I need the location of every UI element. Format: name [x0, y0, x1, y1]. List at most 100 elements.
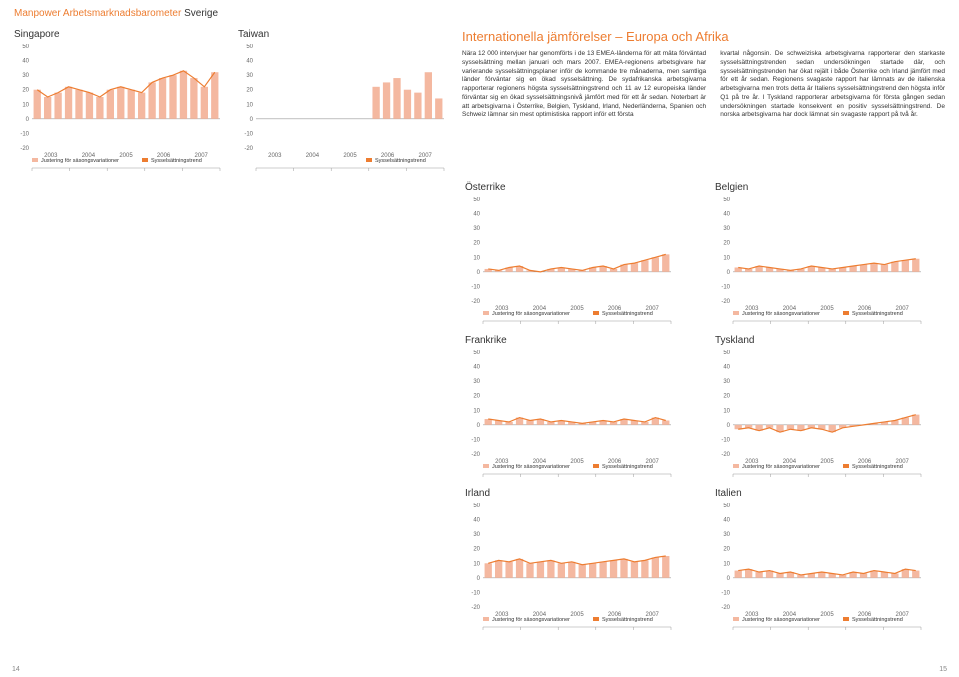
chart-belgien: Belgien -20-1001020304050200320042005200… [715, 182, 925, 327]
svg-text:20: 20 [473, 394, 480, 400]
chart-osterrike: Österrike -20-10010203040502003200420052… [465, 182, 675, 327]
svg-text:10: 10 [246, 102, 253, 108]
svg-text:-20: -20 [244, 146, 253, 152]
intl-column: Internationella jämförelser – Europa och… [462, 29, 945, 174]
svg-text:Sysselsättningstrend: Sysselsättningstrend [602, 311, 653, 317]
svg-text:30: 30 [723, 226, 730, 232]
svg-text:0: 0 [477, 576, 481, 582]
chart-taiwan: Taiwan -20-10010203040502003200420052006… [238, 29, 448, 174]
svg-text:-10: -10 [471, 590, 480, 596]
svg-text:20: 20 [723, 241, 730, 247]
svg-text:0: 0 [477, 270, 481, 276]
top-row: Singapore -20-10010203040502003200420052… [14, 29, 945, 174]
chart-svg: -20-100102030405020032004200520062007Jus… [14, 44, 224, 174]
chart-svg: -20-100102030405020032004200520062007Jus… [465, 503, 675, 633]
svg-text:40: 40 [473, 518, 480, 524]
chart-frankrike: Frankrike -20-10010203040502003200420052… [465, 335, 675, 480]
chart-svg: -20-100102030405020032004200520062007Jus… [715, 350, 925, 480]
chart-svg: -20-100102030405020032004200520062007Sys… [238, 44, 448, 174]
svg-text:2005: 2005 [820, 612, 834, 618]
chart-svg-slot: -20-100102030405020032004200520062007Jus… [14, 44, 224, 174]
svg-text:10: 10 [473, 408, 480, 414]
svg-text:2005: 2005 [570, 612, 584, 618]
svg-text:Justering för säsongsvariation: Justering för säsongsvariationer [41, 158, 119, 164]
svg-text:2005: 2005 [820, 306, 834, 312]
svg-text:40: 40 [723, 518, 730, 524]
page: Manpower Arbetsmarknadsbarometer Sverige… [0, 0, 959, 633]
chart-svg-slot: -20-100102030405020032004200520062007Jus… [465, 350, 675, 480]
chart-title: Tyskland [715, 335, 925, 346]
chart-row-3: Irland -20-10010203040502003200420052006… [14, 488, 945, 633]
svg-text:30: 30 [473, 532, 480, 538]
svg-text:0: 0 [477, 423, 481, 429]
svg-text:-20: -20 [721, 605, 730, 611]
svg-text:Justering för säsongsvariation: Justering för säsongsvariationer [492, 311, 570, 317]
svg-text:20: 20 [22, 88, 29, 94]
svg-text:Justering för säsongsvariation: Justering för säsongsvariationer [492, 464, 570, 470]
intl-text: Nära 12 000 intervjuer har genomförts i … [462, 50, 945, 120]
svg-text:2005: 2005 [570, 306, 584, 312]
svg-text:-20: -20 [721, 299, 730, 305]
chart-svg: -20-100102030405020032004200520062007Jus… [715, 503, 925, 633]
svg-text:50: 50 [723, 503, 730, 509]
svg-text:-20: -20 [721, 452, 730, 458]
svg-text:Justering för säsongsvariation: Justering för säsongsvariationer [742, 311, 820, 317]
svg-text:2005: 2005 [570, 459, 584, 465]
svg-text:0: 0 [727, 423, 731, 429]
svg-text:-10: -10 [721, 284, 730, 290]
svg-text:50: 50 [723, 197, 730, 203]
chart-row-2: Frankrike -20-10010203040502003200420052… [14, 335, 945, 480]
svg-text:-20: -20 [471, 452, 480, 458]
chart-title: Irland [465, 488, 675, 499]
svg-text:30: 30 [723, 532, 730, 538]
chart-irland: Irland -20-10010203040502003200420052006… [465, 488, 675, 633]
svg-text:40: 40 [723, 365, 730, 371]
svg-text:Sysselsättningstrend: Sysselsättningstrend [151, 158, 202, 164]
chart-row-1: Österrike -20-10010203040502003200420052… [14, 182, 945, 327]
svg-text:-20: -20 [20, 146, 29, 152]
intl-title: Internationella jämförelser – Europa och… [462, 29, 945, 44]
chart-singapore: Singapore -20-10010203040502003200420052… [14, 29, 224, 174]
svg-text:2005: 2005 [820, 459, 834, 465]
page-number-left: 14 [12, 666, 20, 673]
svg-text:10: 10 [723, 561, 730, 567]
svg-text:10: 10 [473, 561, 480, 567]
svg-text:40: 40 [723, 212, 730, 218]
svg-text:2004: 2004 [306, 153, 320, 159]
svg-text:30: 30 [473, 226, 480, 232]
svg-text:30: 30 [473, 379, 480, 385]
svg-text:50: 50 [246, 44, 253, 50]
page-number-right: 15 [939, 666, 947, 673]
svg-text:Sysselsättningstrend: Sysselsättningstrend [852, 617, 903, 623]
chart-svg: -20-100102030405020032004200520062007Jus… [465, 197, 675, 327]
svg-text:50: 50 [723, 350, 730, 356]
chart-svg-slot: -20-100102030405020032004200520062007Jus… [465, 503, 675, 633]
svg-text:30: 30 [723, 379, 730, 385]
svg-text:0: 0 [250, 117, 254, 123]
intl-paragraph-right: kvartal någonsin. De schweiziska arbetsg… [720, 50, 945, 120]
svg-text:40: 40 [473, 212, 480, 218]
chart-italien: Italien -20-1001020304050200320042005200… [715, 488, 925, 633]
svg-text:20: 20 [473, 547, 480, 553]
svg-text:0: 0 [26, 117, 30, 123]
svg-text:2005: 2005 [119, 153, 133, 159]
chart-svg-slot: -20-100102030405020032004200520062007Jus… [715, 197, 925, 327]
svg-text:10: 10 [723, 408, 730, 414]
svg-text:50: 50 [22, 44, 29, 50]
svg-text:-10: -10 [471, 437, 480, 443]
svg-text:30: 30 [246, 73, 253, 79]
svg-text:20: 20 [723, 547, 730, 553]
svg-text:40: 40 [246, 59, 253, 65]
svg-text:20: 20 [246, 88, 253, 94]
svg-text:-10: -10 [721, 437, 730, 443]
chart-svg-slot: -20-100102030405020032004200520062007Jus… [465, 197, 675, 327]
svg-text:Sysselsättningstrend: Sysselsättningstrend [375, 158, 426, 164]
svg-text:2003: 2003 [268, 153, 282, 159]
svg-text:30: 30 [22, 73, 29, 79]
svg-text:-20: -20 [471, 299, 480, 305]
chart-svg-slot: -20-100102030405020032004200520062007Sys… [238, 44, 448, 174]
chart-svg-slot: -20-100102030405020032004200520062007Jus… [715, 350, 925, 480]
svg-text:20: 20 [723, 394, 730, 400]
svg-text:2005: 2005 [343, 153, 357, 159]
chart-title: Österrike [465, 182, 675, 193]
